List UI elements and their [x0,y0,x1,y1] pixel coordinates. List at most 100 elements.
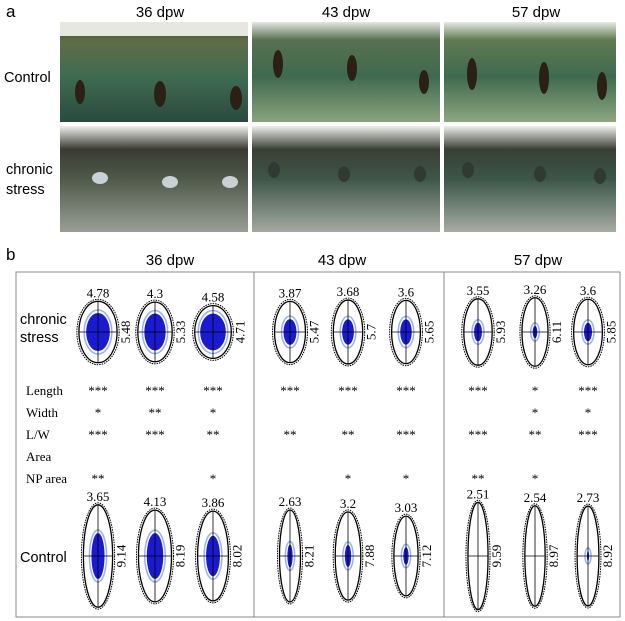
significance-mark: * [532,405,539,420]
significance-mark: * [585,405,592,420]
stress-label-line1: chronic [20,312,67,328]
width-value: 4.13 [144,494,167,509]
length-value: 4.71 [232,321,247,344]
significance-mark: *** [468,427,488,442]
stress-ellipse: 3.55 5.93 [461,283,508,368]
significance-mark: *** [145,383,165,398]
width-value: 2.73 [577,490,600,505]
width-value: 3.87 [279,285,302,300]
panel-b-col-36: 36 dpw [145,252,195,269]
control-ellipse: 3.65 9.14 [80,489,129,610]
width-value: 4.58 [202,290,225,305]
significance-mark: *** [578,383,598,398]
stat-row-label: L/W [26,427,51,442]
photo-stress-57 [444,126,616,232]
length-value: 5.47 [306,320,321,343]
significance-mark: * [532,383,539,398]
stress-ellipse: 3.68 5.7 [330,284,379,367]
significance-mark: ** [149,405,162,420]
length-value: 7.88 [362,545,377,568]
width-value: 4.3 [147,286,163,301]
length-value: 9.14 [114,544,129,567]
control-ellipse: 3.03 7.12 [391,500,434,599]
stress-ellipse: 4.3 5.33 [135,286,188,365]
stat-row-label: Area [26,449,51,464]
stress-ellipse: 4.58 4.71 [192,290,247,361]
photo-control-57 [444,22,616,122]
significance-mark: *** [203,383,223,398]
length-value: 5.33 [173,321,188,344]
length-value: 9.59 [489,545,504,568]
significance-mark: * [345,471,352,486]
control-ellipse: 2.63 8.21 [276,494,317,605]
length-value: 6.11 [549,321,564,343]
significance-mark: * [210,405,217,420]
photo-control-36 [60,22,248,122]
length-value: 5.65 [421,321,436,344]
control-ellipse: 3.86 8.02 [195,495,244,604]
significance-mark: * [210,471,217,486]
width-value: 3.2 [340,496,356,511]
panel-a-col-43: 43 dpw [321,4,371,21]
significance-mark: ** [529,427,542,442]
significance-mark: * [403,471,410,486]
photo-stress-43 [252,126,440,232]
width-value: 4.78 [87,285,110,300]
significance-mark: *** [280,383,300,398]
length-value: 5.85 [603,321,618,344]
width-value: 3.6 [398,284,415,299]
width-value: 3.03 [395,500,418,515]
significance-mark: ** [472,471,485,486]
panel-a-col-57: 57 dpw [511,4,561,21]
width-value: 3.68 [337,284,360,299]
length-value: 7.12 [419,545,434,568]
significance-mark: *** [88,383,108,398]
stress-ellipse: 3.87 5.47 [272,285,321,366]
control-ellipse: 4.13 8.19 [135,494,188,605]
significance-mark: *** [578,427,598,442]
panel-b-col-43: 43 dpw [317,252,367,269]
width-value: 3.55 [467,283,490,298]
control-ellipse: 2.51 9.59 [465,486,504,613]
control-ellipse: 2.73 8.92 [574,490,615,609]
significance-mark: ** [207,427,220,442]
panel-b-col-57: 57 dpw [513,252,563,269]
significance-mark: *** [338,383,358,398]
length-value: 5.48 [118,321,133,344]
length-value: 5.93 [493,321,508,344]
width-value: 3.6 [580,283,597,298]
significance-mark: * [532,471,539,486]
control-ellipse: 2.54 8.97 [522,490,561,609]
width-value: 2.51 [467,486,490,501]
stress-ellipse: 3.6 5.65 [389,284,436,367]
significance-mark: *** [396,383,416,398]
panel-b-frame [15,271,621,618]
width-value: 3.65 [87,489,110,504]
significance-mark: ** [342,427,355,442]
panel-a-col-36: 36 dpw [135,4,185,21]
panel-b-label: b [6,245,16,264]
photo-control-43 [252,22,440,122]
control-label: Control [20,550,67,566]
significance-mark: ** [92,471,105,486]
panel-a-row-control: Control [4,70,51,86]
photo-stress-36 [60,126,248,232]
length-value: 8.19 [173,545,188,568]
stress-ellipse: 4.78 5.48 [76,285,133,366]
length-value: 8.97 [546,544,561,567]
stat-row-label: NP area [26,471,67,486]
panel-a-label: a [6,2,16,21]
length-value: 8.02 [229,545,244,568]
stress-ellipse: 3.26 6.11 [519,282,564,369]
significance-mark: *** [88,427,108,442]
length-value: 8.92 [600,545,615,568]
significance-mark: *** [145,427,165,442]
panel-a-row-stress: chronic stress [6,162,53,198]
length-value: 8.21 [302,545,317,568]
significance-mark: *** [396,427,416,442]
stress-ellipse: 3.6 5.85 [571,283,618,368]
significance-mark: ** [284,427,297,442]
width-value: 3.86 [202,495,225,510]
significance-mark: * [95,405,102,420]
